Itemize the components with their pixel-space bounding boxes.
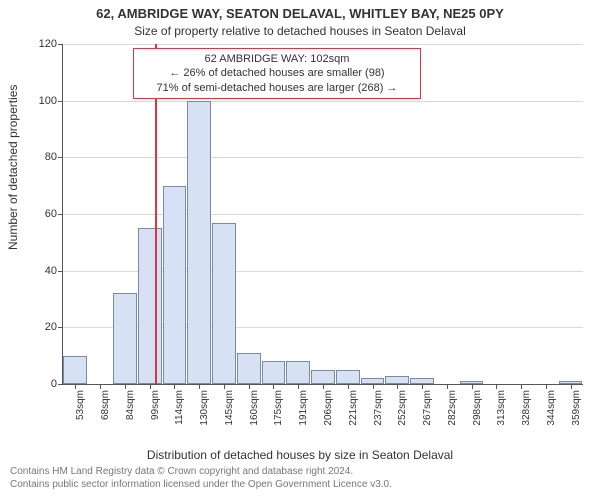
info-box-line-3: 71% of semi-detached houses are larger (… — [142, 81, 412, 95]
x-tick-mark — [249, 384, 250, 389]
chart-subtitle: Size of property relative to detached ho… — [0, 24, 600, 38]
info-box-line-2: ← 26% of detached houses are smaller (98… — [142, 66, 412, 80]
histogram-bar — [262, 361, 286, 384]
y-tick-label: 60 — [45, 208, 57, 220]
y-tick-mark — [58, 271, 63, 272]
x-tick-mark — [150, 384, 151, 389]
y-tick-mark — [58, 101, 63, 102]
x-tick-label: 359sqm — [571, 390, 582, 426]
x-tick-mark — [348, 384, 349, 389]
x-tick-mark — [496, 384, 497, 389]
histogram-bar — [336, 370, 360, 384]
y-tick-mark — [58, 384, 63, 385]
x-tick-label: 206sqm — [323, 390, 334, 426]
histogram-bar — [63, 356, 87, 384]
footer-attribution: Contains HM Land Registry data © Crown c… — [10, 466, 590, 491]
x-tick-label: 84sqm — [125, 390, 136, 420]
histogram-bar — [311, 370, 335, 384]
x-tick-mark — [174, 384, 175, 389]
x-tick-mark — [571, 384, 572, 389]
y-tick-label: 80 — [45, 151, 57, 163]
x-tick-mark — [397, 384, 398, 389]
x-axis-label: Distribution of detached houses by size … — [0, 448, 600, 462]
x-tick-mark — [521, 384, 522, 389]
histogram-bar — [113, 293, 137, 384]
footer-line-2: Contains public sector information licen… — [10, 479, 590, 492]
histogram-bar — [385, 376, 409, 385]
x-tick-label: 328sqm — [521, 390, 532, 426]
x-tick-mark — [422, 384, 423, 389]
histogram-chart: 02040608010012053sqm68sqm84sqm99sqm114sq… — [62, 44, 583, 385]
y-tick-label: 120 — [39, 38, 57, 50]
y-tick-label: 0 — [51, 378, 57, 390]
x-tick-label: 99sqm — [150, 390, 161, 420]
x-tick-label: 191sqm — [298, 390, 309, 426]
histogram-bar — [163, 186, 187, 384]
x-tick-label: 130sqm — [199, 390, 210, 426]
y-axis-label: Number of detached properties — [6, 85, 20, 250]
x-tick-mark — [447, 384, 448, 389]
histogram-bar — [286, 361, 310, 384]
info-box-line-1: 62 AMBRIDGE WAY: 102sqm — [142, 52, 412, 66]
x-tick-mark — [323, 384, 324, 389]
x-tick-label: 221sqm — [348, 390, 359, 426]
x-tick-mark — [273, 384, 274, 389]
y-tick-label: 40 — [45, 265, 57, 277]
histogram-bar — [237, 353, 261, 384]
property-info-box: 62 AMBRIDGE WAY: 102sqm← 26% of detached… — [133, 48, 421, 99]
y-tick-mark — [58, 214, 63, 215]
grid-line — [63, 44, 583, 45]
histogram-bar — [187, 101, 211, 384]
x-tick-mark — [199, 384, 200, 389]
x-tick-label: 53sqm — [75, 390, 86, 420]
x-tick-mark — [373, 384, 374, 389]
footer-line-1: Contains HM Land Registry data © Crown c… — [10, 466, 590, 479]
x-tick-label: 237sqm — [373, 390, 384, 426]
x-tick-label: 267sqm — [422, 390, 433, 426]
y-tick-mark — [58, 44, 63, 45]
x-tick-mark — [125, 384, 126, 389]
histogram-bar — [212, 223, 236, 385]
x-tick-label: 145sqm — [224, 390, 235, 426]
x-tick-label: 160sqm — [249, 390, 260, 426]
x-tick-label: 282sqm — [447, 390, 458, 426]
y-tick-mark — [58, 327, 63, 328]
x-tick-label: 252sqm — [397, 390, 408, 426]
x-tick-mark — [224, 384, 225, 389]
x-tick-mark — [100, 384, 101, 389]
x-tick-label: 344sqm — [546, 390, 557, 426]
chart-title: 62, AMBRIDGE WAY, SEATON DELAVAL, WHITLE… — [0, 6, 600, 21]
histogram-bar — [138, 228, 162, 384]
x-tick-label: 114sqm — [174, 390, 185, 425]
grid-line — [63, 157, 583, 158]
x-tick-mark — [75, 384, 76, 389]
x-tick-label: 175sqm — [273, 390, 284, 426]
grid-line — [63, 214, 583, 215]
grid-line — [63, 101, 583, 102]
y-tick-label: 20 — [45, 321, 57, 333]
x-tick-mark — [546, 384, 547, 389]
y-tick-mark — [58, 157, 63, 158]
x-tick-label: 68sqm — [100, 390, 111, 420]
x-tick-label: 313sqm — [496, 390, 507, 426]
x-tick-label: 298sqm — [472, 390, 483, 426]
y-tick-label: 100 — [39, 95, 57, 107]
x-tick-mark — [472, 384, 473, 389]
x-tick-mark — [298, 384, 299, 389]
